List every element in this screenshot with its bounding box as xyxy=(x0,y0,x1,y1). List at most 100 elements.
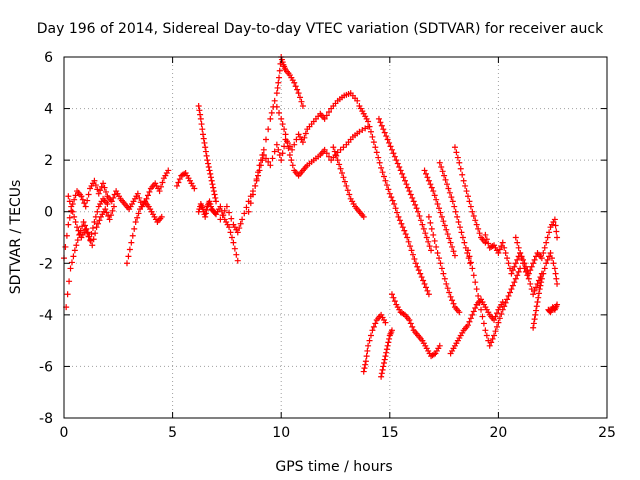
data-point-marker xyxy=(384,136,391,143)
data-point-marker xyxy=(68,259,75,266)
y-tick-label: 4 xyxy=(44,102,53,118)
data-point-marker xyxy=(165,167,172,174)
data-point-marker xyxy=(330,144,337,151)
data-point-marker xyxy=(243,204,250,211)
data-point-marker xyxy=(438,164,445,171)
data-point-marker xyxy=(530,324,537,331)
data-point-marker xyxy=(446,235,453,242)
data-point-marker xyxy=(291,79,298,86)
data-point-marker xyxy=(504,296,511,303)
data-point-marker xyxy=(63,232,70,239)
data-point-marker xyxy=(446,189,453,196)
data-point-marker xyxy=(273,103,280,110)
data-point-marker xyxy=(66,214,73,221)
data-point-marker xyxy=(434,249,441,256)
data-point-marker xyxy=(540,249,547,256)
data-point-marker xyxy=(466,253,473,260)
data-point-marker xyxy=(441,172,448,179)
data-point-marker xyxy=(144,192,151,199)
data-point-marker xyxy=(98,183,105,190)
data-point-marker xyxy=(499,306,506,313)
data-point-marker xyxy=(207,170,214,177)
data-point-marker xyxy=(372,144,379,151)
data-point-marker xyxy=(459,171,466,178)
data-point-marker xyxy=(292,83,299,90)
data-point-marker xyxy=(396,217,403,224)
data-point-marker xyxy=(444,231,451,238)
data-point-marker xyxy=(538,279,545,286)
data-point-marker xyxy=(158,183,165,190)
data-point-marker xyxy=(533,303,540,310)
data-point-marker xyxy=(199,126,206,133)
data-point-marker xyxy=(377,119,384,126)
data-point-marker xyxy=(530,260,537,267)
x-tick-label: 15 xyxy=(381,425,399,441)
data-point-marker xyxy=(158,213,165,220)
series-track-q xyxy=(421,167,458,259)
data-point-marker xyxy=(90,236,97,243)
data-point-marker xyxy=(79,196,86,203)
data-point-marker xyxy=(302,130,309,137)
data-point-marker xyxy=(538,275,545,282)
data-point-marker xyxy=(108,198,115,205)
data-point-marker xyxy=(394,209,401,216)
data-point-marker xyxy=(367,128,374,135)
data-point-marker xyxy=(472,304,479,311)
data-point-marker xyxy=(398,220,405,227)
series-track-b xyxy=(63,203,117,311)
data-point-marker xyxy=(354,97,361,104)
data-point-marker xyxy=(437,209,444,216)
data-point-marker xyxy=(289,146,296,153)
data-point-marker xyxy=(436,159,443,166)
data-point-marker xyxy=(554,234,561,241)
data-point-marker xyxy=(364,347,371,354)
data-point-marker xyxy=(298,98,305,105)
x-tick-label: 25 xyxy=(598,425,616,441)
data-point-marker xyxy=(202,213,209,220)
data-point-marker xyxy=(249,191,256,198)
data-point-marker xyxy=(475,292,482,299)
data-point-marker xyxy=(495,319,502,326)
data-point-marker xyxy=(443,280,450,287)
data-point-marker xyxy=(442,176,449,183)
data-point-marker xyxy=(82,226,89,233)
data-point-marker xyxy=(495,249,502,256)
data-point-marker xyxy=(273,141,280,148)
data-point-marker xyxy=(425,213,432,220)
data-point-marker xyxy=(392,205,399,212)
data-point-marker xyxy=(411,255,418,262)
data-point-marker xyxy=(441,222,448,229)
data-point-marker xyxy=(213,198,220,205)
data-point-marker xyxy=(498,310,505,317)
data-point-marker xyxy=(436,205,443,212)
data-point-marker xyxy=(200,131,207,138)
y-tick-label: -2 xyxy=(39,256,53,272)
data-point-marker xyxy=(530,291,537,298)
data-point-marker xyxy=(441,275,448,282)
data-point-marker xyxy=(228,234,235,241)
data-point-marker xyxy=(202,144,209,151)
data-point-marker xyxy=(389,197,396,204)
data-point-marker xyxy=(527,267,534,274)
data-point-marker xyxy=(531,287,538,294)
series-track-f xyxy=(195,198,241,264)
data-point-marker xyxy=(419,221,426,228)
x-tick-label: 5 xyxy=(168,425,177,441)
data-point-marker xyxy=(67,265,74,272)
data-point-marker xyxy=(62,243,69,250)
data-point-marker xyxy=(415,208,422,215)
data-point-marker xyxy=(71,213,78,220)
data-point-marker xyxy=(408,247,415,254)
data-point-marker xyxy=(553,228,560,235)
data-point-marker xyxy=(396,164,403,171)
data-point-marker xyxy=(247,200,254,207)
data-point-marker xyxy=(84,230,91,237)
data-point-marker xyxy=(230,239,237,246)
data-point-marker xyxy=(102,188,109,195)
data-point-marker xyxy=(391,298,398,305)
data-point-marker xyxy=(279,121,286,128)
data-point-marker xyxy=(499,239,506,246)
data-point-marker xyxy=(64,291,71,298)
data-point-marker xyxy=(146,188,153,195)
data-point-marker xyxy=(544,256,551,263)
